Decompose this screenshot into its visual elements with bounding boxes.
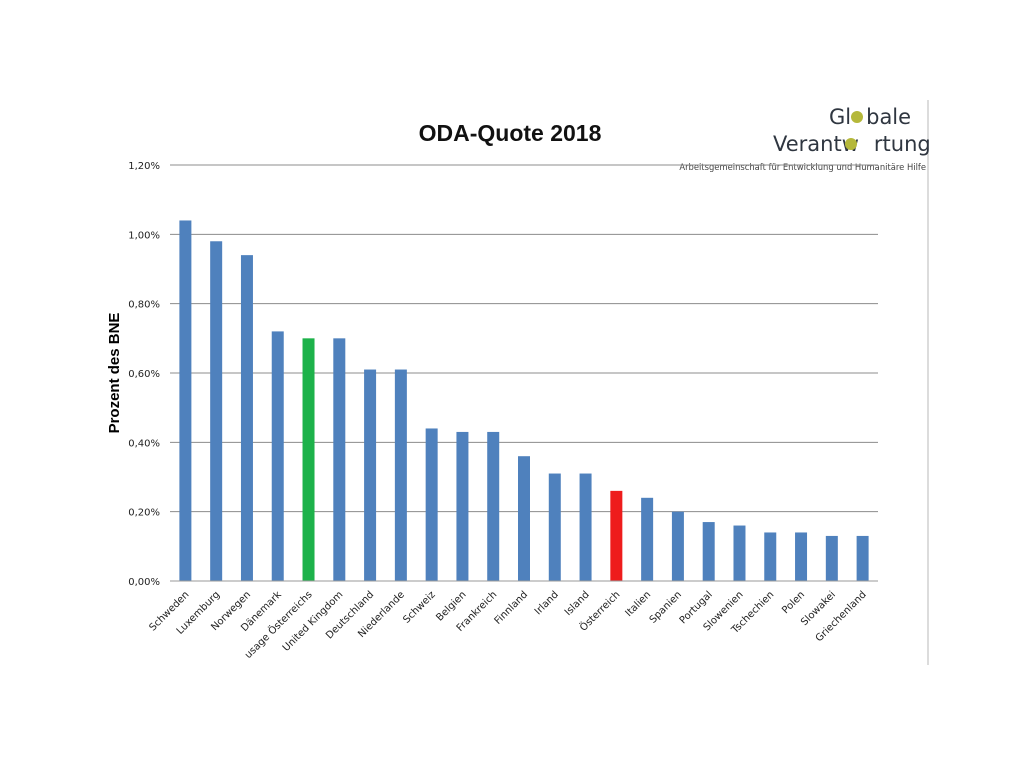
bar — [271, 331, 284, 581]
bar — [425, 428, 438, 581]
bar — [610, 490, 623, 581]
y-tick-label: 1,20% — [128, 161, 160, 172]
x-tick-label: Finnland — [493, 589, 531, 627]
bar — [548, 473, 561, 581]
logo-dot-2 — [845, 138, 857, 150]
bar — [518, 456, 530, 581]
bar — [394, 369, 407, 581]
logo: Gl bale Verantw rtung Arbeitsgemeinschaft … — [679, 105, 930, 172]
bar — [733, 525, 746, 581]
x-tick-label: Irland — [533, 589, 561, 617]
chart-title: ODA-Quote 2018 — [419, 120, 602, 146]
bar — [179, 220, 192, 581]
bar — [795, 532, 808, 581]
bar-series — [179, 220, 869, 581]
bar — [333, 338, 346, 581]
bar — [364, 369, 377, 581]
bar — [302, 338, 315, 581]
y-tick-labels: 0,00% 0,20% 0,40% 0,60% 0,80% 1,00% 1,20% — [128, 161, 160, 588]
gridlines — [170, 164, 878, 513]
bar — [579, 473, 592, 581]
bar — [671, 511, 684, 581]
y-tick-label: 0,00% — [128, 577, 160, 588]
logo-line-2: Verantw rtung — [773, 132, 931, 156]
y-tick-label: 0,40% — [128, 438, 160, 449]
bar — [764, 532, 777, 581]
y-tick-label: 0,80% — [128, 300, 160, 311]
bar — [702, 522, 715, 581]
x-tick-label: Island — [563, 589, 592, 618]
y-tick-label: 0,20% — [128, 508, 160, 519]
x-tick-label: Schweiz — [401, 589, 437, 625]
bar — [456, 431, 469, 581]
y-axis-label: Prozent des BNE — [106, 313, 123, 434]
bar — [240, 255, 253, 581]
bar — [641, 497, 654, 581]
y-tick-label: 1,00% — [128, 230, 160, 241]
bar — [487, 431, 500, 581]
y-tick-label: 0,60% — [128, 369, 160, 380]
logo-dot-1 — [851, 111, 863, 123]
logo-tagline: Arbeitsgemeinschaft für Entwicklung und … — [679, 162, 926, 172]
logo-line-1: Gl bale — [829, 105, 911, 129]
bar — [210, 241, 223, 581]
x-tick-label: Italien — [624, 589, 654, 619]
bar — [825, 535, 838, 581]
bar — [856, 535, 869, 581]
x-tick-label: Polen — [780, 589, 807, 616]
